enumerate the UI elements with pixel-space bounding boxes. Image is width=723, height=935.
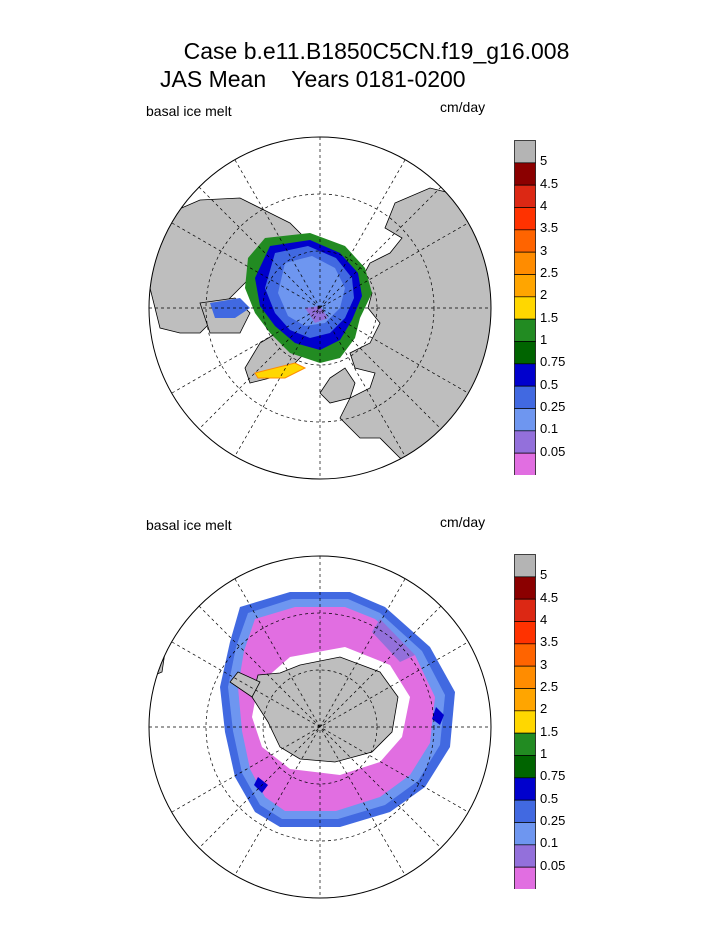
colorbar-south-swatch [514,777,536,801]
south-map-border [148,555,492,899]
colorbar-north-swatch [514,363,536,387]
colorbar-south-tick-label: 4.5 [540,589,559,605]
colorbar-north-swatch [514,408,536,432]
north-land-north-america [149,197,306,334]
colorbar-south-swatch [514,822,536,846]
colorbar-south-swatch [514,732,536,756]
units-south: cm/day [440,514,486,530]
colorbar-south-swatch [514,844,536,868]
colorbar-north-tick-label: 0.25 [540,399,566,414]
figure-title-line1: Case b.e11.B1850C5CN.f19_g16.008 [183,38,570,64]
colorbar-south-swatches [514,554,536,890]
north-graticule [149,137,491,479]
colorbar-south-swatch [514,688,536,712]
colorbar-south-swatch [514,799,536,823]
colorbar-north [514,140,536,480]
north-melt-yellow [254,362,307,379]
colorbar-north-tick-label: 4 [540,198,548,213]
colorbar-north-swatch [514,296,536,320]
colorbar-north-swatch [514,318,536,342]
colorbar-north-tick-label: 1.5 [540,309,559,325]
north-melt-lightblue [278,256,345,326]
colorbar-south-swatch [514,710,536,734]
colorbar-south-tick-label: 0.1 [540,835,559,851]
colorbar-north-swatch [514,274,536,298]
south-land-peninsula [229,671,261,698]
colorbar-north-swatch [514,184,536,208]
colorbar-south-tick-label: 0.05 [540,857,566,873]
south-melt-darkblue-1 [432,707,444,725]
south-graticule [149,556,491,898]
colorbar-north-swatch [514,162,536,186]
units-north: cm/day [440,99,486,115]
colorbar-south-swatch [514,576,536,600]
colorbar-south-tick-label: 5 [540,567,548,583]
north-land-eurasia [339,187,491,469]
colorbar-north-swatch [514,140,536,164]
colorbar-south-swatch [514,643,536,667]
colorbar-south-tick-label: 4 [540,612,548,627]
colorbar-south-tick-label: 0.25 [540,813,566,828]
colorbar-north-tick-label: 5 [540,153,548,169]
colorbar-south-tick-label: 2.5 [540,679,559,694]
figure-title-line2: JAS Mean Years 0181-0200 [160,66,466,92]
south-land-antarctica [251,656,399,763]
colorbar-south-tick-label: 0.5 [540,790,559,806]
north-land-scandinavia [319,367,356,404]
colorbar-south-tick-label: 3 [540,656,548,672]
colorbar-south-tick-label: 3.5 [540,634,559,650]
north-map-border [148,136,492,480]
colorbar-south-swatch [514,554,536,578]
colorbar-north-swatch [514,385,536,409]
colorbar-north-swatch [514,229,536,253]
colorbar-north-tick-label: 3.5 [540,220,559,236]
south-polar-map [148,555,492,899]
panel-label-south: basal ice melt [146,517,232,533]
colorbar-north-swatch [514,207,536,231]
colorbar-north-swatch [514,341,536,365]
colorbar-north-tick-label: 2.5 [540,265,559,280]
colorbar-south-tick-label: 1.5 [540,723,559,739]
colorbar-north-swatch [514,452,536,476]
north-polar-map [148,136,492,480]
colorbar-north-swatch [514,430,536,454]
colorbar-north-tick-label: 0.05 [540,443,566,459]
colorbar-south-swatch [514,598,536,622]
colorbar-north-tick-label: 4.5 [540,175,559,191]
colorbar-north-tick-label: 0.1 [540,421,559,437]
colorbar-south-swatch [514,621,536,645]
colorbar-north-tick-label: 2 [540,287,548,303]
colorbar-south-tick-label: 1 [540,746,548,761]
colorbar-north-tick-label: 0.75 [540,354,566,370]
panel-label-north: basal ice melt [146,103,232,119]
colorbar-south-tick-label: 2 [540,701,548,717]
colorbar-north-tick-label: 1 [540,332,548,347]
colorbar-north-swatches [514,140,536,476]
colorbar-north-tick-label: 0.5 [540,376,559,392]
south-melt-darkblue-2 [254,777,268,793]
colorbar-south [514,554,536,894]
colorbar-north-swatch [514,251,536,275]
colorbar-north-tick-label: 3 [540,242,548,258]
south-melt-violet [372,619,415,662]
colorbar-south-tick-label: 0.75 [540,768,566,784]
colorbar-south-swatch [514,866,536,890]
colorbar-south-swatch [514,665,536,689]
colorbar-south-swatch [514,755,536,779]
